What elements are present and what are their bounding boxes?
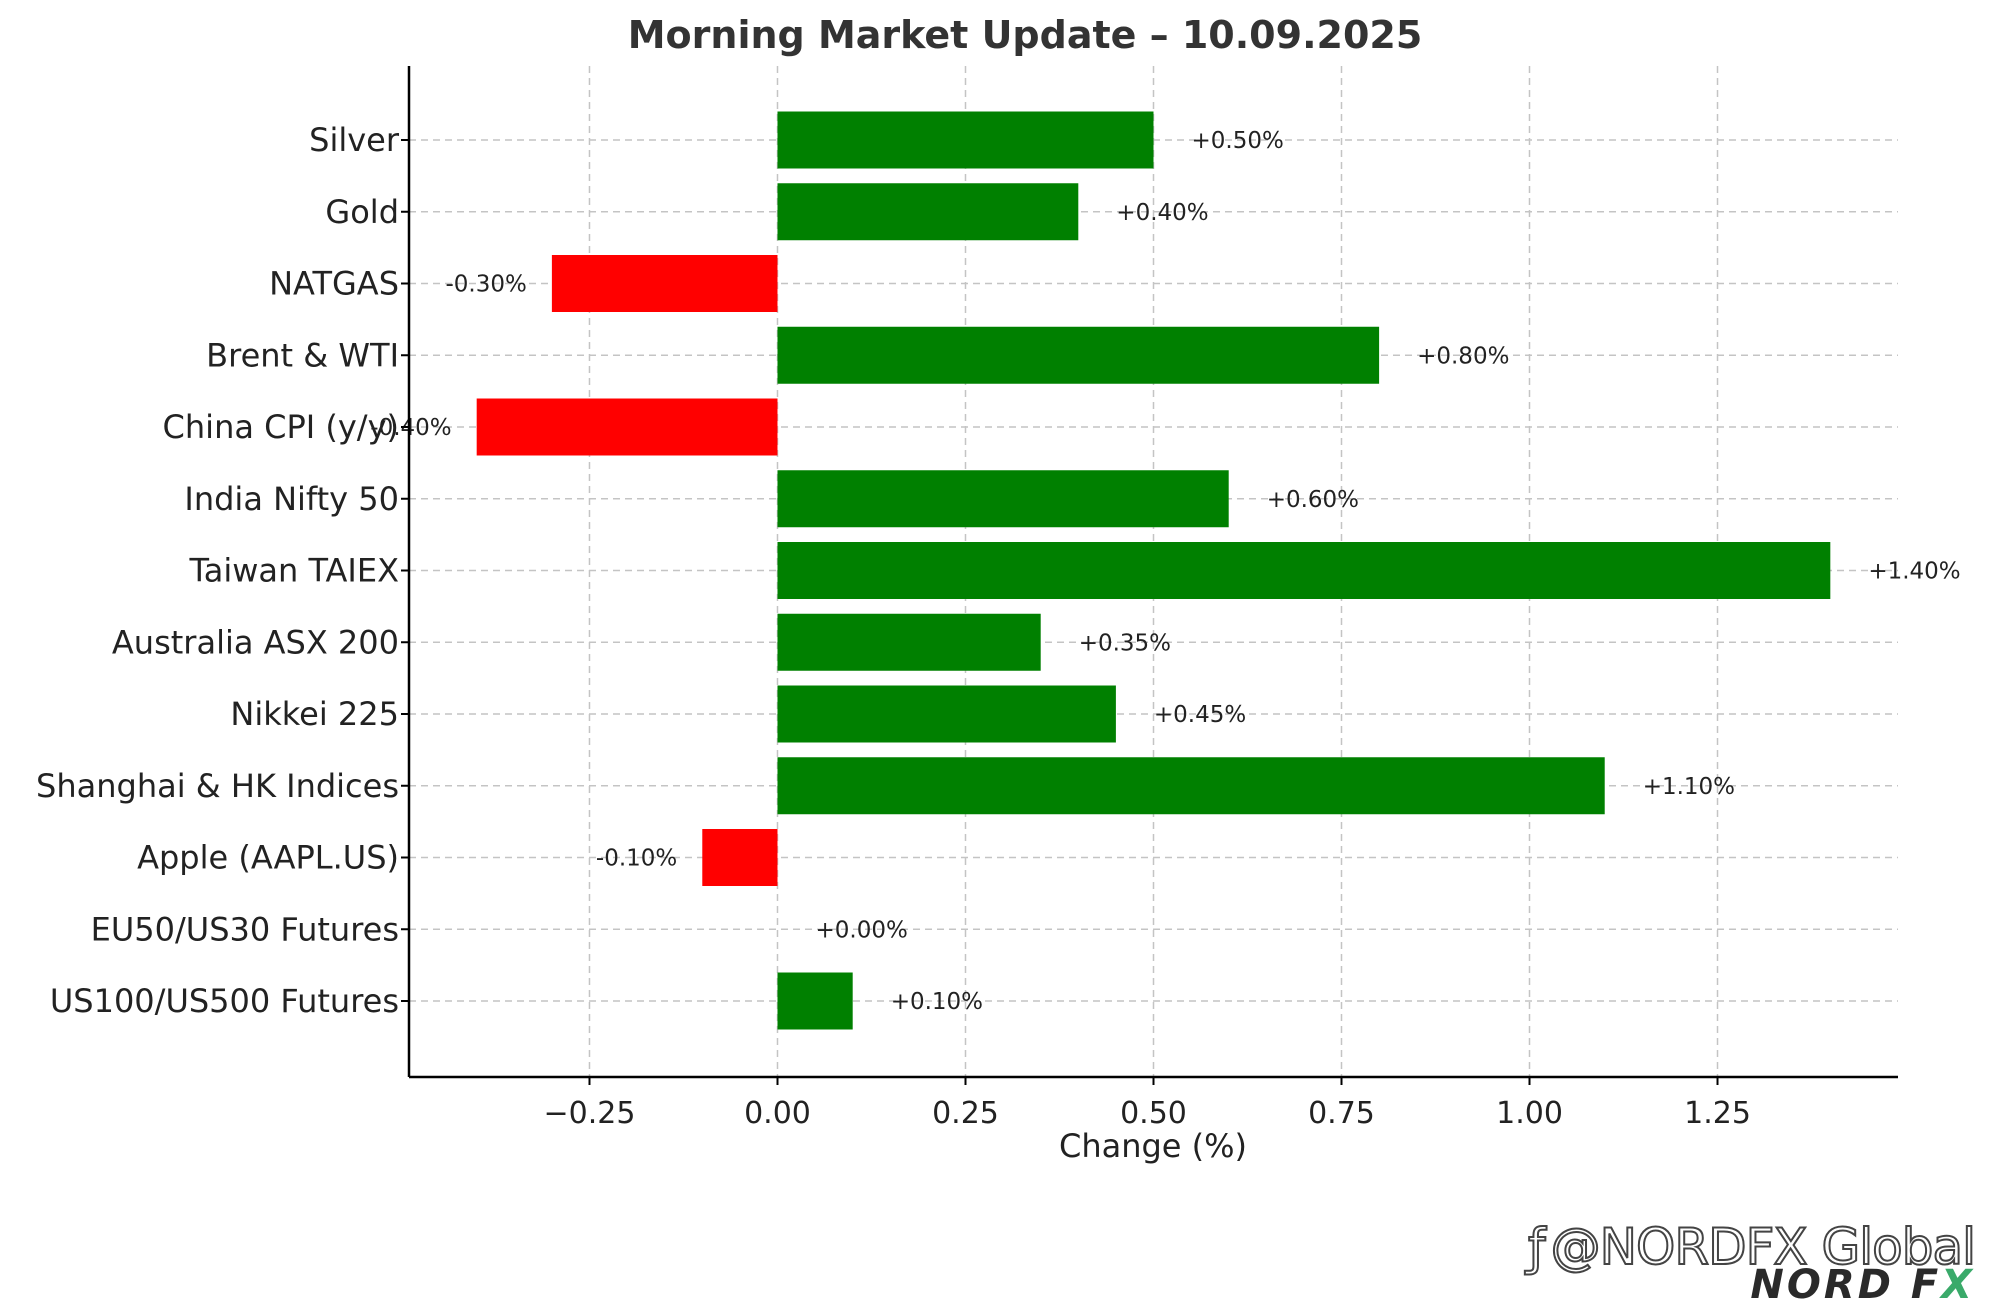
bar bbox=[777, 470, 1229, 528]
category-label: China CPI (y/y) bbox=[163, 408, 399, 446]
x-tick-label: −0.25 bbox=[544, 1096, 636, 1131]
category-label: Silver bbox=[309, 121, 400, 159]
data-labels: +0.50% +0.40% -0.30% +0.80% -0.40% +0.60% +1.4… bbox=[370, 128, 1960, 1015]
social-logo-icon: ƒ bbox=[1527, 1217, 1547, 1277]
data-label: +0.80% bbox=[1417, 343, 1509, 369]
brand-accent-letter: X bbox=[1941, 1262, 1975, 1308]
x-tick-label: 0.50 bbox=[1120, 1096, 1187, 1131]
data-label: +1.10% bbox=[1643, 774, 1735, 800]
watermark-text: @NORDFX Global bbox=[1550, 1217, 1977, 1277]
bar bbox=[777, 757, 1605, 815]
watermark: ƒ @NORDFX Global bbox=[1527, 1217, 1977, 1277]
x-tick-label: 1.00 bbox=[1496, 1096, 1563, 1131]
category-label: Australia ASX 200 bbox=[112, 623, 399, 661]
category-label: Nikkei 225 bbox=[230, 695, 399, 733]
data-label: -0.30% bbox=[446, 272, 527, 298]
data-label: -0.40% bbox=[370, 415, 451, 441]
bar bbox=[777, 183, 1079, 241]
bar bbox=[777, 111, 1154, 169]
category-label: Taiwan TAIEX bbox=[188, 552, 399, 590]
data-label: +0.00% bbox=[815, 917, 907, 943]
x-tick-label: 1.25 bbox=[1684, 1096, 1751, 1131]
bar bbox=[777, 613, 1041, 671]
bars bbox=[476, 111, 1831, 1030]
bar bbox=[777, 685, 1116, 743]
category-label: EU50/US30 Futures bbox=[91, 910, 399, 948]
data-label: +0.50% bbox=[1192, 128, 1284, 154]
category-label: India Nifty 50 bbox=[184, 480, 399, 518]
x-axis-label: Change (%) bbox=[1059, 1127, 1247, 1165]
x-tick-labels: −0.25 0.00 0.25 0.50 0.75 1.00 1.25 bbox=[544, 1077, 1751, 1131]
category-label: NATGAS bbox=[269, 265, 399, 303]
bar bbox=[551, 255, 778, 312]
bar bbox=[777, 542, 1831, 599]
category-label: Apple (AAPL.US) bbox=[137, 839, 399, 877]
bar bbox=[777, 326, 1380, 384]
category-label: Shanghai & HK Indices bbox=[36, 767, 399, 805]
brand-text: NORD F bbox=[1750, 1262, 1942, 1308]
category-label: Brent & WTI bbox=[206, 336, 399, 374]
data-label: +1.40% bbox=[1868, 559, 1960, 585]
data-label: +0.45% bbox=[1154, 702, 1246, 728]
data-label: +0.35% bbox=[1079, 630, 1171, 656]
x-tick-label: 0.75 bbox=[1308, 1096, 1375, 1131]
brand-logo: NORD FX bbox=[1750, 1262, 1975, 1308]
category-label: US100/US500 Futures bbox=[50, 982, 399, 1020]
bar bbox=[702, 829, 778, 886]
category-label: Gold bbox=[325, 193, 399, 231]
data-label: -0.10% bbox=[596, 846, 677, 872]
category-labels: Silver Gold NATGAS Brent & WTI China CPI (y/… bbox=[36, 121, 409, 1020]
data-label: +0.40% bbox=[1116, 200, 1208, 226]
data-label: +0.10% bbox=[891, 989, 983, 1015]
chart-title: Morning Market Update – 10.09.2025 bbox=[628, 13, 1423, 57]
bar bbox=[777, 972, 853, 1030]
data-label: +0.60% bbox=[1267, 487, 1359, 513]
bar bbox=[476, 398, 778, 456]
x-tick-label: 0.00 bbox=[744, 1096, 811, 1131]
x-tick-label: 0.25 bbox=[932, 1096, 999, 1131]
